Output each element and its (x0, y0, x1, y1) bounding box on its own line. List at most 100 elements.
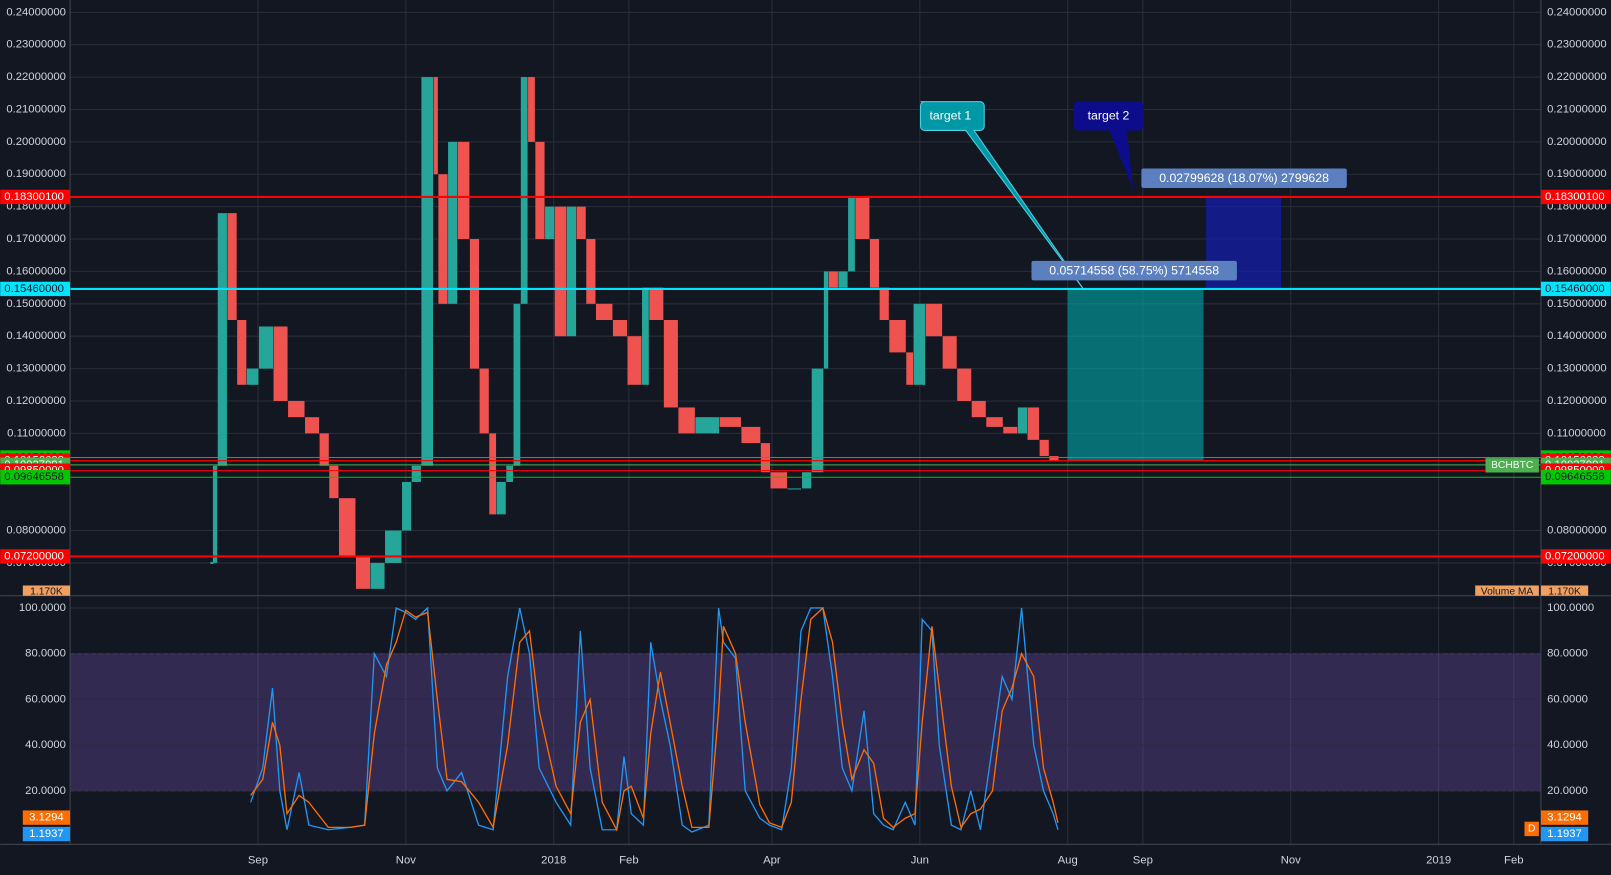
y-tick-label: 0.24000000 (1547, 6, 1607, 18)
callout-target-2 (1073, 101, 1144, 189)
candle-body (421, 77, 433, 466)
candle-body (828, 271, 838, 288)
candle-body (402, 481, 411, 531)
candle-body (879, 287, 889, 321)
candle-body (520, 77, 528, 304)
callout-target-1 (920, 101, 1085, 290)
x-tick-label: Feb (619, 855, 638, 867)
y-tick-label: 20.0000 (1547, 785, 1588, 797)
candle-body (770, 472, 787, 489)
value-box (22, 810, 71, 825)
volume-label: 1.170K (1548, 586, 1581, 597)
measure-box (1141, 168, 1347, 188)
y-tick-label: 0.23000000 (6, 39, 66, 51)
level-label-box (0, 189, 71, 205)
level-label: 0.15460000 (4, 283, 64, 295)
candle-body (370, 562, 385, 589)
candle-body (971, 400, 986, 418)
volume-label: 1.170K (30, 586, 63, 597)
level-label-box (1540, 189, 1611, 205)
y-tick-label: 0.21000000 (6, 103, 66, 115)
y-tick-label: 0.20000000 (1547, 136, 1607, 148)
level-label: 0.18300100 (1545, 191, 1605, 203)
candle-body (576, 206, 586, 240)
level-label-box (0, 470, 71, 485)
candle-body (528, 77, 535, 142)
volume-ma-box (1475, 585, 1539, 596)
candle-body (433, 77, 438, 175)
level-label: 0.07200000 (4, 550, 64, 562)
stoch-line (250, 606, 1059, 832)
y-tick-label: 0.11000000 (7, 427, 66, 439)
x-tick-label: Nov (396, 855, 416, 867)
y-tick-label: 60.0000 (25, 693, 66, 705)
candle-body (838, 271, 848, 288)
candle-body (217, 213, 227, 466)
x-tick-label: Apr (763, 855, 781, 867)
x-tick-label: Feb (1504, 855, 1523, 867)
x-tick-label: Sep (248, 855, 268, 867)
level-label: 0.09646558 (1545, 471, 1605, 483)
volume-box (1540, 585, 1589, 596)
value-label: 1.1937 (1547, 828, 1582, 840)
level-label: 0.07200000 (1545, 550, 1605, 562)
y-tick-label: 0.17000000 (1547, 233, 1607, 245)
candle-body (848, 196, 855, 272)
y-tick-label: 0.15000000 (1547, 298, 1607, 310)
level-label: 0.09646558 (4, 471, 64, 483)
x-tick-label: Jun (911, 855, 929, 867)
value-label: 1.1937 (29, 828, 64, 840)
value-box (1540, 810, 1589, 825)
y-tick-label: 0.14000000 (6, 330, 66, 342)
y-tick-label: 0.15000000 (6, 298, 66, 310)
measure-box (1031, 260, 1237, 281)
level-label: 0.18300100 (4, 191, 64, 203)
candle-body (273, 326, 288, 401)
y-tick-label: 0.19000000 (6, 168, 66, 180)
marker-box (1524, 821, 1539, 837)
candle-body (663, 320, 678, 408)
band (70, 653, 1541, 791)
y-tick-label: 60.0000 (1547, 693, 1588, 705)
candle-body (595, 303, 612, 321)
candle-body (288, 400, 305, 418)
measure-text: 0.05714558 (58.75%) 5714558 (1049, 263, 1219, 277)
candle-body (678, 407, 695, 434)
candle-body (535, 141, 545, 240)
x-tick-label: 2019 (1426, 855, 1451, 867)
candle-body (305, 417, 319, 434)
callouts: target 1 target 2 0.05714558 (58.75%) 57… (22, 101, 1589, 837)
candle-body (506, 465, 513, 482)
candle-body (957, 368, 971, 401)
y-tick-label: 0.17000000 (6, 233, 66, 245)
level-label-box (0, 549, 71, 564)
candle-body (448, 141, 457, 304)
y-tick-label: 0.08000000 (1547, 525, 1607, 537)
candle-body (925, 303, 942, 337)
callout-text: target 1 (929, 108, 971, 122)
y-tick-label: 0.12000000 (6, 395, 66, 407)
candle-body (1017, 407, 1027, 434)
y-tick-label: 0.20000000 (6, 136, 66, 148)
y-tick-label: 0.14000000 (1547, 330, 1607, 342)
candle-body (695, 417, 719, 434)
candle-body (627, 336, 642, 385)
y-tick-label: 0.22000000 (1547, 71, 1607, 83)
candle-body (889, 320, 906, 353)
candle-body (649, 287, 663, 321)
y-tick-label: 0.24000000 (6, 6, 66, 18)
x-tick-label: Aug (1058, 855, 1078, 867)
stoch-line (250, 606, 1059, 833)
y-tick-label: 0.19000000 (1547, 168, 1607, 180)
volume-ma: Volume MA (1481, 586, 1534, 597)
y-tick-label: 0.21000000 (1547, 103, 1607, 115)
x-tick-label: Nov (1281, 855, 1301, 867)
candle-body (246, 368, 258, 385)
y-tick-label: 0.11000000 (1547, 427, 1606, 439)
candle-body (719, 417, 741, 427)
candle-body (338, 498, 355, 557)
candle-body (355, 556, 370, 589)
